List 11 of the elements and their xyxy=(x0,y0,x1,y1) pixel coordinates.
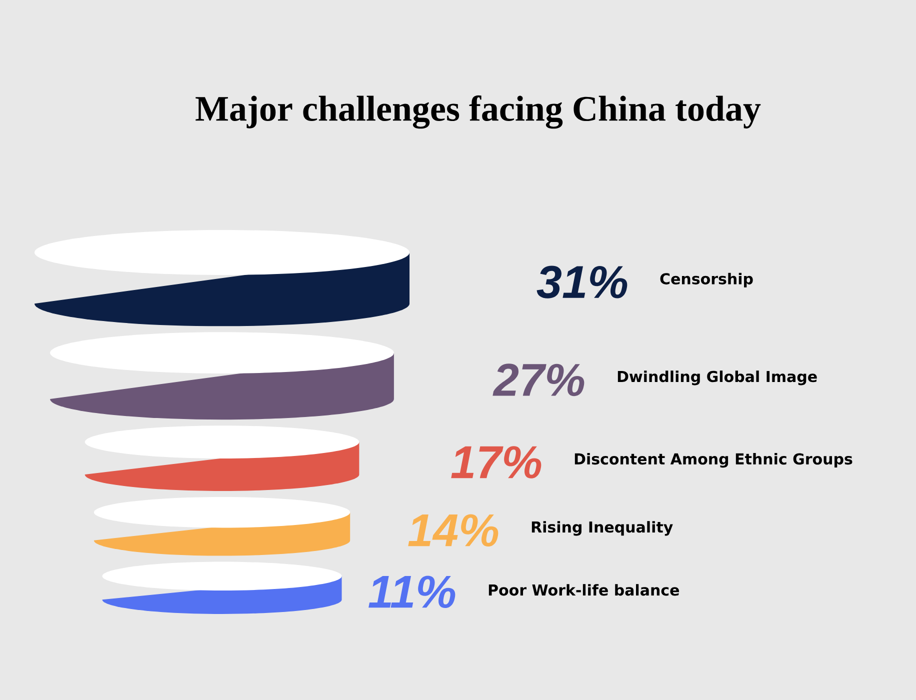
category-label: Censorship xyxy=(660,272,753,288)
data-label: 31% xyxy=(536,266,628,298)
category-label: Discontent Among Ethnic Groups xyxy=(574,452,852,468)
data-label: 14% xyxy=(408,514,498,547)
data-label: 11% xyxy=(368,576,456,608)
category-label: Poor Work-life balance xyxy=(488,584,680,596)
text: Major challenges facing China today xyxy=(196,95,761,129)
data-label: 27% xyxy=(492,364,584,396)
data-label: 17% xyxy=(451,446,542,478)
category-label: Rising Inequality xyxy=(532,521,673,536)
category-label: Dwindling Global Image xyxy=(618,370,817,386)
